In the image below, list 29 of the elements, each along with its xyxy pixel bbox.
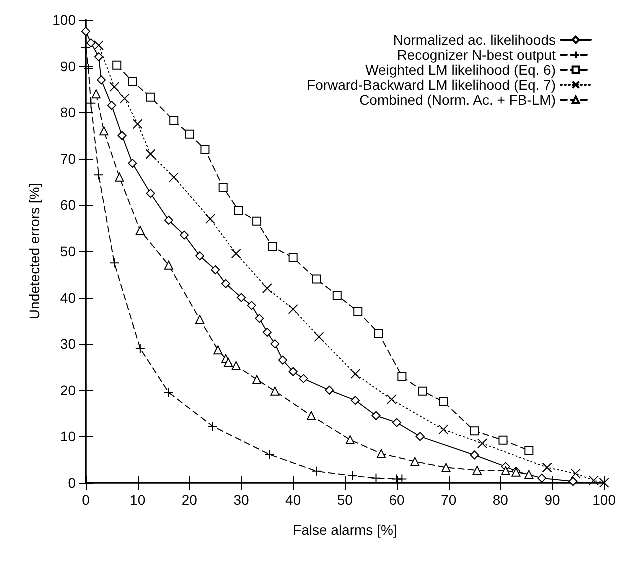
x-tick-label: 30 — [234, 492, 250, 508]
y-tick-label: 30 — [60, 336, 76, 352]
x-tick-label: 10 — [130, 492, 146, 508]
x-tick-label: 70 — [441, 492, 457, 508]
y-tick-label: 80 — [60, 104, 76, 121]
x-tick-label: 100 — [592, 492, 616, 508]
y-tick-label: 0 — [68, 475, 76, 491]
y-tick-label: 90 — [60, 58, 76, 74]
y-tick-label: 50 — [60, 244, 76, 260]
y-tick-label: 20 — [60, 382, 76, 398]
y-tick-label: 40 — [60, 290, 76, 306]
x-tick-label: 80 — [492, 492, 509, 508]
legend-label: Combined (Norm. Ac. + FB-LM) — [360, 92, 556, 108]
legend-label: Normalized ac. likelihoods — [393, 32, 556, 48]
legend-label: Recognizer N-best output — [397, 47, 556, 63]
legend-label: Weighted LM likelihood (Eq. 6) — [366, 62, 556, 78]
y-tick-label: 100 — [52, 12, 76, 28]
y-axis-title: Undetected errors [%] — [26, 183, 43, 320]
x-tick-label: 90 — [544, 492, 560, 508]
x-tick-label: 0 — [82, 492, 90, 508]
x-axis-title: False alarms [%] — [293, 522, 398, 538]
x-tick-label: 40 — [286, 492, 302, 508]
x-tick-label: 60 — [389, 492, 405, 508]
legend-label: Forward-Backward LM likelihood (Eq. 7) — [307, 77, 556, 93]
y-tick-label: 60 — [60, 197, 76, 214]
y-tick-label: 70 — [60, 150, 76, 167]
y-tick-label: 10 — [60, 428, 76, 445]
x-tick-label: 20 — [182, 492, 198, 508]
x-tick-label: 50 — [337, 492, 354, 508]
